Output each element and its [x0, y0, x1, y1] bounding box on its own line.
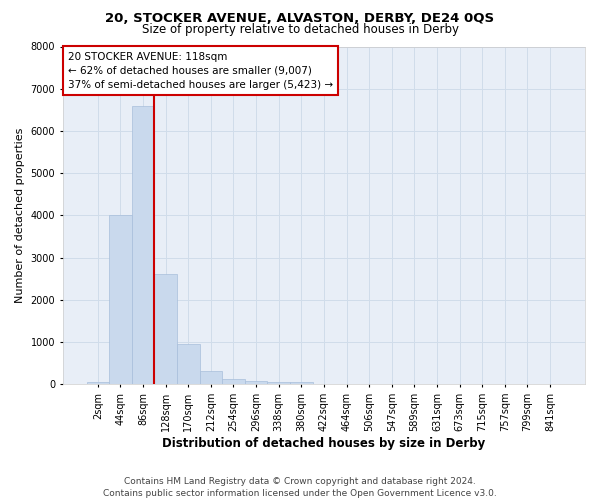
Bar — [154, 274, 177, 384]
Bar — [177, 344, 200, 385]
Bar — [222, 379, 245, 384]
Bar — [290, 382, 313, 384]
Bar — [132, 106, 154, 384]
Bar — [109, 216, 132, 384]
Text: 20, STOCKER AVENUE, ALVASTON, DERBY, DE24 0QS: 20, STOCKER AVENUE, ALVASTON, DERBY, DE2… — [106, 12, 494, 26]
X-axis label: Distribution of detached houses by size in Derby: Distribution of detached houses by size … — [162, 437, 485, 450]
Bar — [200, 371, 222, 384]
Bar — [86, 382, 109, 384]
Text: Contains HM Land Registry data © Crown copyright and database right 2024.
Contai: Contains HM Land Registry data © Crown c… — [103, 476, 497, 498]
Text: Size of property relative to detached houses in Derby: Size of property relative to detached ho… — [142, 22, 458, 36]
Bar — [245, 380, 268, 384]
Bar — [268, 382, 290, 384]
Y-axis label: Number of detached properties: Number of detached properties — [15, 128, 25, 303]
Text: 20 STOCKER AVENUE: 118sqm
← 62% of detached houses are smaller (9,007)
37% of se: 20 STOCKER AVENUE: 118sqm ← 62% of detac… — [68, 52, 333, 90]
